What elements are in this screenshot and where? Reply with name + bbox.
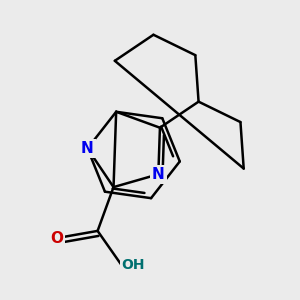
Text: N: N (81, 141, 94, 156)
Text: N: N (152, 167, 165, 182)
Text: O: O (50, 231, 63, 246)
Text: OH: OH (122, 258, 145, 272)
